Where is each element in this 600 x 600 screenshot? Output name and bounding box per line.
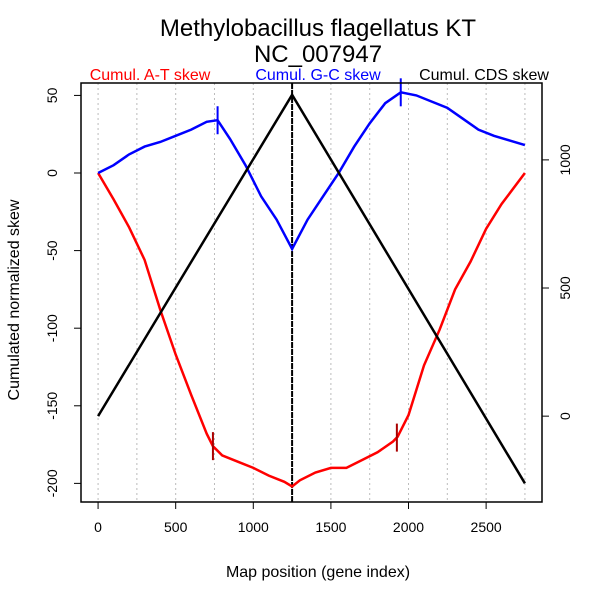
plot-frame (80, 82, 543, 503)
chart-subtitle: NC_007947 (254, 41, 382, 68)
x-tick-label: 500 (164, 519, 188, 535)
series-line-cumul-cds-skew (97, 92, 526, 484)
y-left-tick-label: -50 (44, 240, 60, 260)
x-tick-label: 2000 (393, 519, 424, 535)
y-right-tick-label: 0 (557, 412, 573, 420)
x-tick-label: 0 (94, 519, 102, 535)
legend-at-skew: Cumul. A-T skew (90, 67, 211, 84)
y-left-tick-label: -150 (44, 392, 60, 420)
x-tick-label: 1000 (238, 519, 269, 535)
y-left-tick-label: -200 (44, 469, 60, 497)
y-left-tick-label: -100 (44, 314, 60, 342)
x-tick-label: 2500 (471, 519, 502, 535)
x-axis-label: Map position (gene index) (226, 564, 410, 581)
legend-cds-skew: Cumul. CDS skew (419, 67, 549, 84)
y-right-tick-label: 500 (557, 276, 573, 300)
y-axis-label: Cumulated normalized skew (6, 199, 23, 400)
legend-gc-skew: Cumul. G-C skew (255, 67, 381, 84)
chart-title: Methylobacillus flagellatus KT (160, 15, 476, 42)
series-line-cumul-g-c-skew (97, 90, 526, 252)
x-tick-label: 1500 (315, 519, 346, 535)
y-left-tick-label: 50 (44, 87, 60, 103)
y-right-tick-label: 1000 (557, 144, 573, 175)
y-left-tick-label: 0 (44, 169, 60, 177)
series-line-cumul-a-t-skew (97, 172, 526, 489)
